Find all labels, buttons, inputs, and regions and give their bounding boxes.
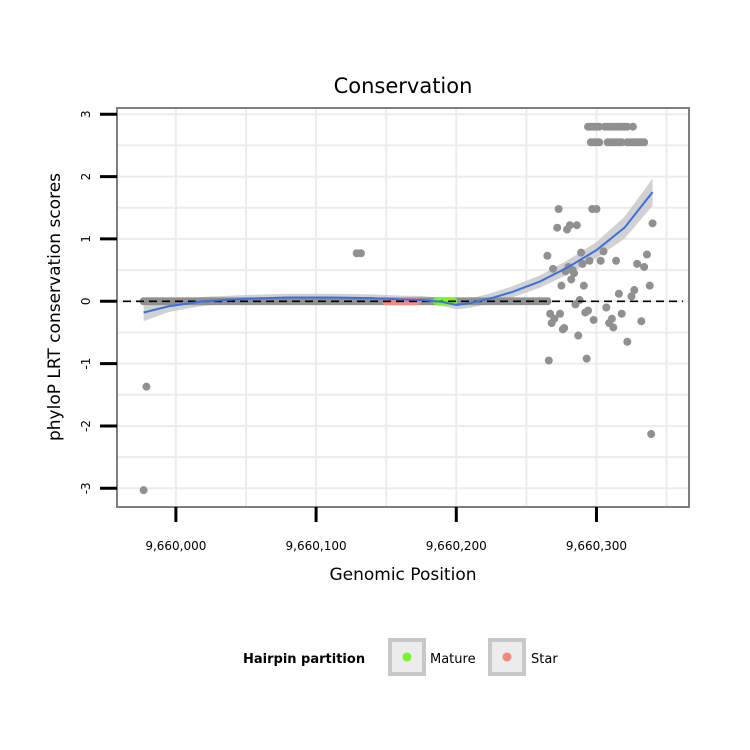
data-point xyxy=(543,251,552,260)
plot-panel-border xyxy=(116,107,690,508)
data-point xyxy=(560,324,569,333)
data-point xyxy=(579,281,588,290)
smooth-trend-line xyxy=(143,191,654,314)
data-point xyxy=(628,122,637,131)
data-point xyxy=(553,223,562,232)
data-point xyxy=(617,309,626,318)
data-point xyxy=(614,289,623,298)
data-point xyxy=(570,269,579,278)
y-axis: -3 -2 -1 0 1 2 3 xyxy=(79,110,117,494)
data-point xyxy=(627,292,636,301)
legend-label-mature: Mature xyxy=(430,652,476,667)
y-axis-title: phyloP LRT conservation scores xyxy=(45,173,65,441)
y-tick-label: 3 xyxy=(79,110,93,118)
data-point xyxy=(585,256,594,265)
legend-item-star: Star xyxy=(488,638,558,676)
data-point xyxy=(642,250,651,259)
data-point xyxy=(557,281,566,290)
legend-dot-star xyxy=(502,652,512,662)
data-point xyxy=(575,296,584,305)
data-point xyxy=(645,281,654,290)
data-point xyxy=(612,256,621,265)
x-tick-label: 9,660,100 xyxy=(286,539,347,553)
data-point xyxy=(609,323,618,332)
plot-panel-background xyxy=(117,108,689,507)
data-point xyxy=(647,430,656,439)
data-point xyxy=(648,219,657,228)
data-point xyxy=(607,314,616,323)
data-point xyxy=(595,122,604,131)
x-axis-title: Genomic Position xyxy=(329,565,476,585)
data-point xyxy=(640,138,649,147)
data-point xyxy=(623,122,632,131)
y-tick-label: -3 xyxy=(79,482,93,494)
data-point xyxy=(592,204,601,213)
data-point xyxy=(543,297,552,306)
data-point xyxy=(550,314,559,323)
data-point xyxy=(602,303,611,312)
data-point xyxy=(633,259,642,268)
y-tick-label: 1 xyxy=(79,235,93,243)
smooth-confidence-ribbon xyxy=(143,178,653,322)
x-tick-label: 9,660,300 xyxy=(566,539,627,553)
data-point xyxy=(637,317,646,326)
x-tick-label: 9,660,200 xyxy=(426,539,487,553)
data-point xyxy=(599,247,608,256)
legend-dot-mature xyxy=(402,652,412,662)
legend-item-mature: Mature xyxy=(388,638,476,676)
data-point xyxy=(554,204,563,213)
y-tick-label: -1 xyxy=(79,358,93,370)
legend: Hairpin partition Mature Star xyxy=(243,638,558,676)
y-tick-label: -2 xyxy=(79,420,93,432)
grid-lines xyxy=(117,108,689,507)
x-axis: 9,660,000 9,660,100 9,660,200 9,660,300 xyxy=(145,507,627,553)
legend-label-star: Star xyxy=(531,652,558,667)
data-point xyxy=(623,337,632,346)
plot-panel xyxy=(116,107,690,508)
x-tick-label: 9,660,000 xyxy=(145,539,206,553)
legend-title: Hairpin partition xyxy=(243,652,365,667)
data-point xyxy=(589,315,598,324)
data-point xyxy=(596,256,605,265)
data-point xyxy=(595,138,604,147)
data-point xyxy=(572,221,581,230)
chart-title: Conservation xyxy=(334,74,473,98)
data-point xyxy=(574,331,583,340)
data-point xyxy=(139,486,148,495)
data-point xyxy=(544,356,553,365)
data-point xyxy=(578,259,587,268)
data-point xyxy=(630,286,639,295)
data-point xyxy=(584,306,593,315)
data-point xyxy=(640,262,649,271)
y-tick-label: 2 xyxy=(79,173,93,181)
data-point xyxy=(356,249,365,258)
data-point xyxy=(142,382,151,391)
data-point xyxy=(617,138,626,147)
data-point xyxy=(565,221,574,230)
data-point xyxy=(556,309,565,318)
y-tick-label: 0 xyxy=(79,297,93,305)
data-point xyxy=(577,248,586,257)
data-point xyxy=(567,275,576,284)
smooth-ribbon-layer xyxy=(143,178,653,322)
data-point xyxy=(549,264,558,273)
data-point xyxy=(582,354,591,363)
